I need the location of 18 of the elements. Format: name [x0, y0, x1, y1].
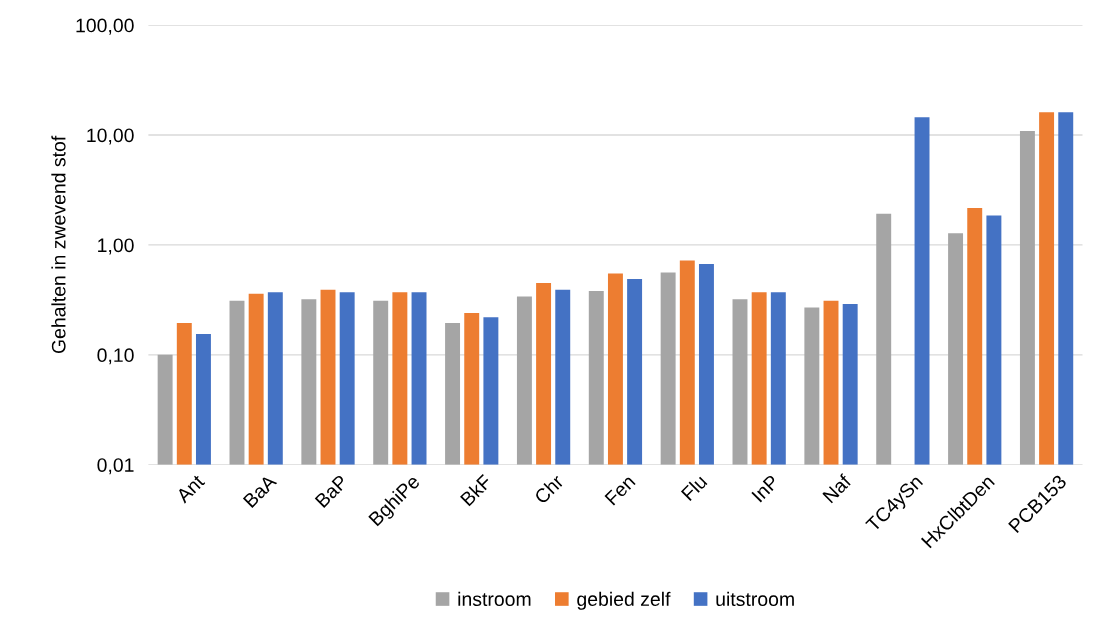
y-tick-label: 100,00: [76, 18, 134, 35]
y-tick-label: 0,01: [97, 458, 134, 475]
x-tick-label: Ant: [175, 473, 206, 504]
legend-label: instroom: [458, 591, 531, 607]
y-tick-label: 10,00: [87, 128, 134, 145]
x-tick-label: BkF: [459, 473, 493, 507]
legend-label: uitstroom: [716, 591, 794, 607]
legend-label: gebied zelf: [577, 591, 671, 610]
x-tick-label: BaA: [242, 473, 278, 509]
x-tick-label: InP: [751, 474, 780, 503]
y-tick-label: 0,10: [97, 348, 134, 365]
x-tick-label: Fen: [604, 474, 636, 506]
x-tick-label: BaP: [314, 474, 349, 509]
x-tick-label: Naf: [821, 473, 853, 504]
y-tick-label: 1,00: [98, 238, 134, 255]
x-tick-label: Chr: [533, 473, 565, 505]
y-axis-title: Gehalten in zwevend stof: [51, 135, 66, 354]
x-tick-label: Flu: [680, 473, 708, 502]
